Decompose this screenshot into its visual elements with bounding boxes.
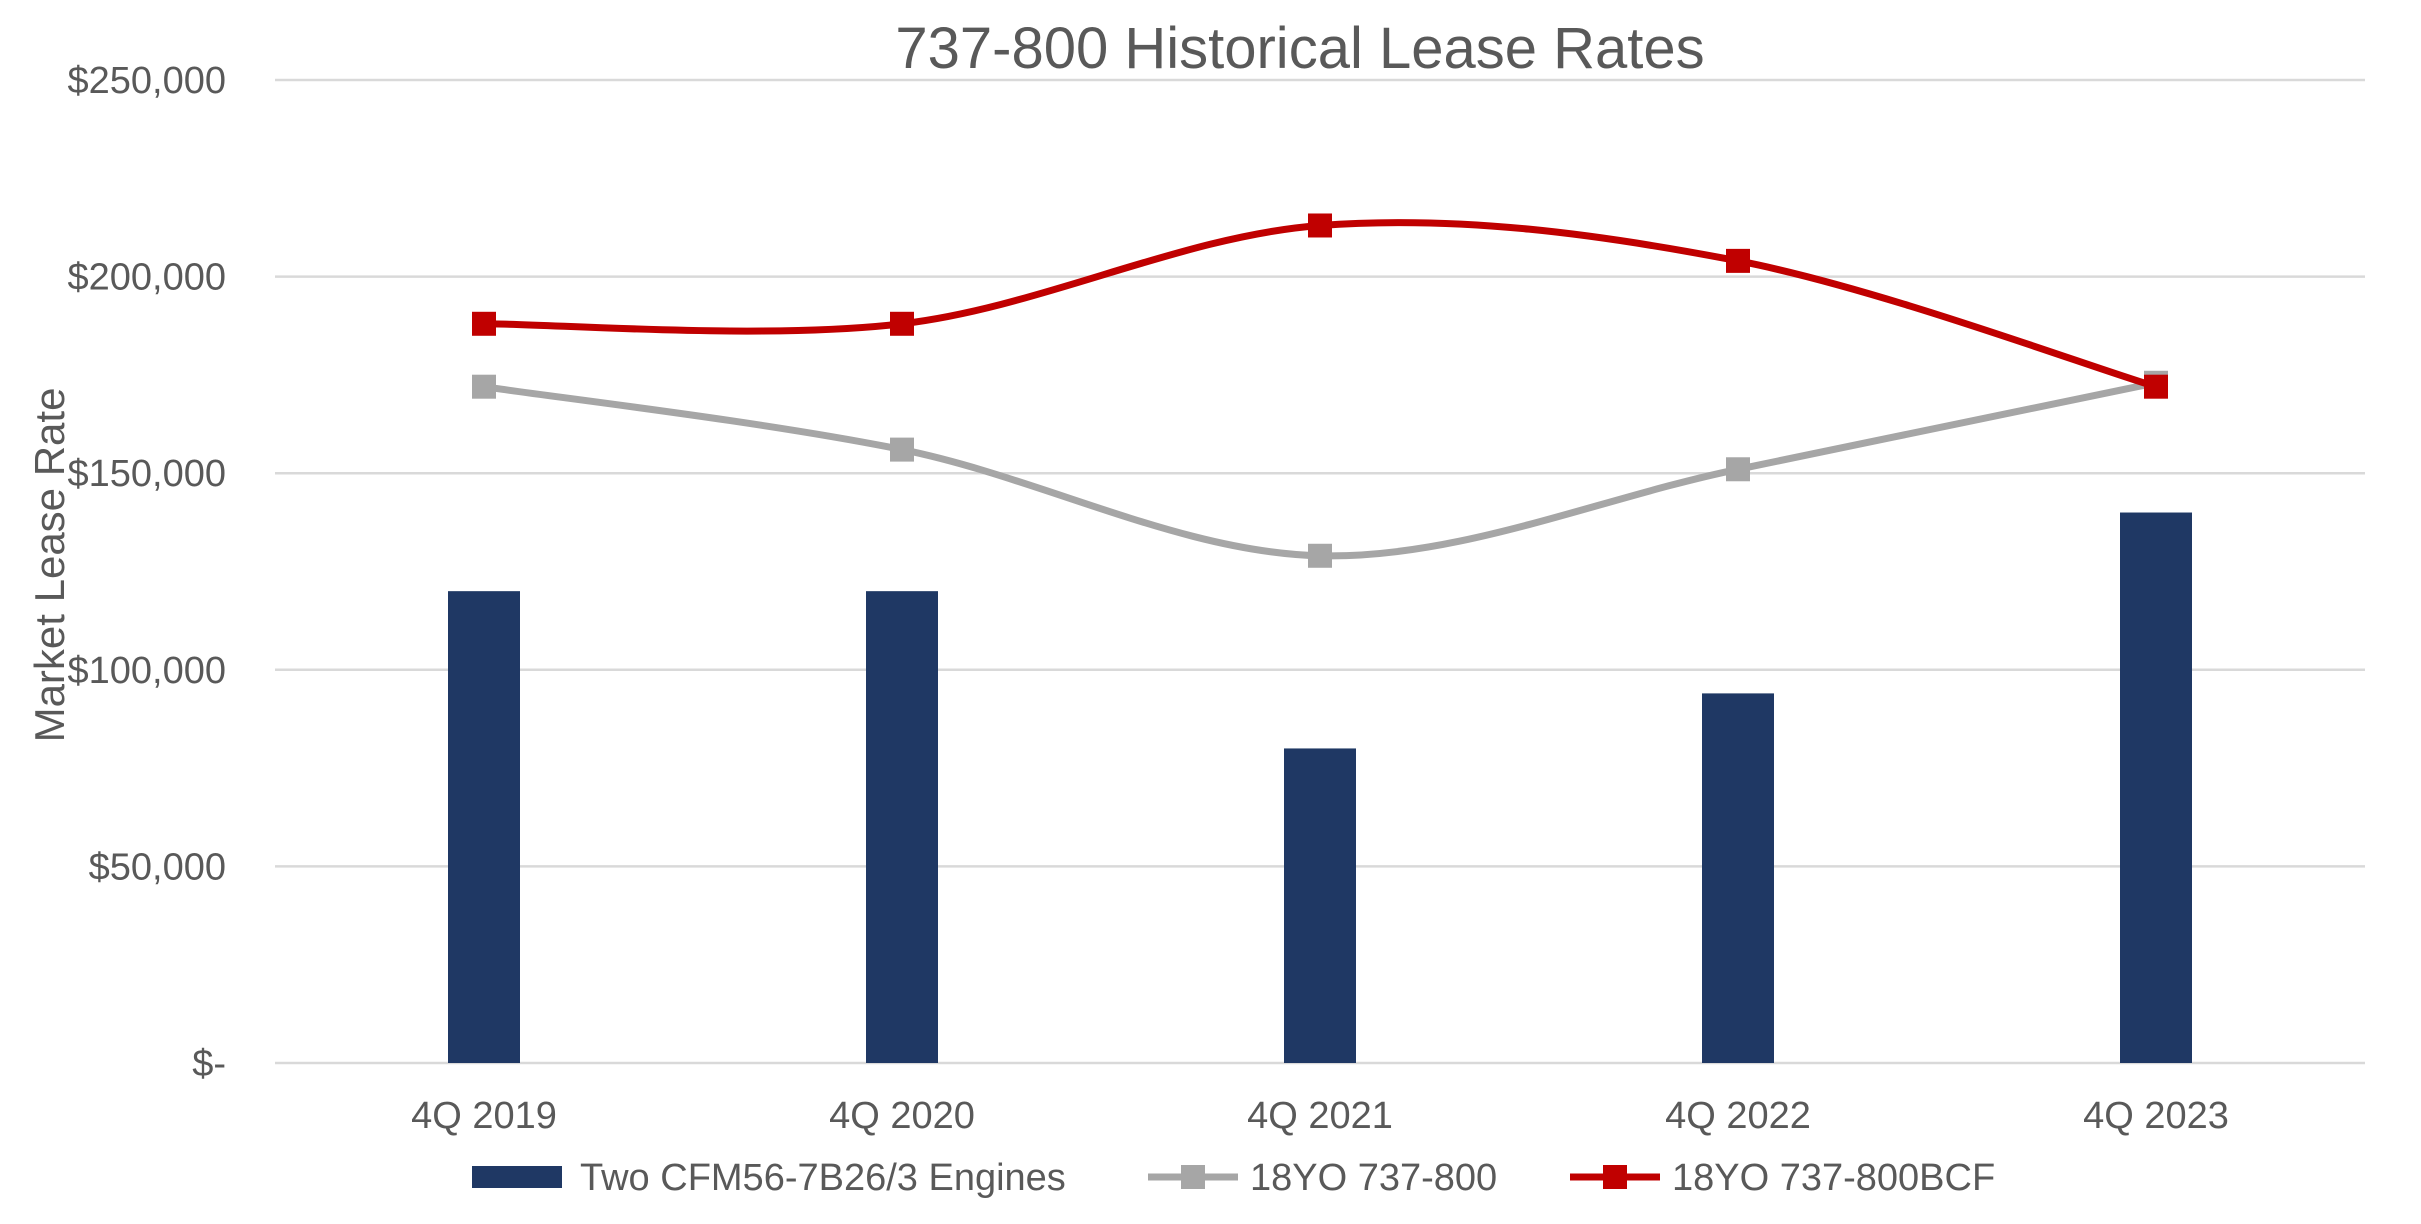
- legend-marker: [1603, 1165, 1627, 1189]
- chart-title: 737-800 Historical Lease Rates: [895, 16, 1704, 81]
- marker-18yo-737-800bcf-4q-2022: [1726, 248, 1750, 273]
- y-tick-label: $200,000: [68, 257, 227, 299]
- x-tick-label: 4Q 2020: [829, 1095, 975, 1137]
- bar-4q-2019: [448, 591, 520, 1063]
- legend-label: 18YO 737-800: [1250, 1157, 1497, 1199]
- bar-series: [448, 512, 2192, 1063]
- y-tick-label: $-: [192, 1043, 226, 1085]
- legend-label: 18YO 737-800BCF: [1672, 1157, 1995, 1199]
- legend-label: Two CFM56-7B26/3 Engines: [580, 1157, 1066, 1199]
- legend-marker: [1181, 1165, 1205, 1189]
- y-axis-ticks: $- $50,000 $100,000 $150,000 $200,000 $250,00…: [68, 60, 227, 1085]
- x-tick-label: 4Q 2023: [2083, 1095, 2229, 1137]
- bar-4q-2023: [2120, 512, 2192, 1063]
- marker-18yo-737-800bcf-4q-2020: [890, 311, 914, 336]
- marker-18yo-737-800-4q-2019: [472, 374, 496, 399]
- y-tick-label: $100,000: [68, 650, 227, 692]
- x-tick-label: 4Q 2021: [1247, 1095, 1393, 1137]
- marker-18yo-737-800bcf-4q-2023: [2144, 374, 2168, 399]
- legend-swatch: [472, 1166, 562, 1188]
- x-axis-ticks: 4Q 2019 4Q 2020 4Q 2021 4Q 2022 4Q 2023: [411, 1095, 2229, 1137]
- line-series: [472, 213, 2168, 568]
- legend-item-two-cfm56-7b26-3-engines: Two CFM56-7B26/3 Engines: [472, 1157, 1066, 1199]
- x-tick-label: 4Q 2019: [411, 1095, 557, 1137]
- y-axis-label: Market Lease Rate: [26, 388, 73, 743]
- line-18yo-737-800: [480, 379, 2160, 560]
- bar-4q-2022: [1702, 693, 1774, 1063]
- marker-18yo-737-800bcf-4q-2019: [472, 311, 496, 336]
- y-tick-label: $50,000: [89, 846, 226, 888]
- marker-18yo-737-800bcf-4q-2021: [1308, 213, 1332, 238]
- legend-item-18yo-737-800bcf: 18YO 737-800BCF: [1570, 1157, 1995, 1199]
- legend: Two CFM56-7B26/3 Engines 18YO 737-800 18YO…: [472, 1157, 1995, 1199]
- y-tick-label: $150,000: [68, 453, 227, 495]
- bar-4q-2020: [866, 591, 938, 1063]
- x-tick-label: 4Q 2022: [1665, 1095, 1811, 1137]
- marker-18yo-737-800-4q-2021: [1308, 543, 1332, 568]
- gridlines: [275, 78, 2365, 1065]
- marker-18yo-737-800-4q-2022: [1726, 457, 1750, 482]
- y-tick-label: $250,000: [68, 60, 227, 102]
- line-18yo-737-800bcf: [480, 219, 2160, 391]
- marker-18yo-737-800-4q-2020: [890, 437, 914, 462]
- bar-4q-2021: [1284, 748, 1356, 1063]
- legend-item-18yo-737-800: 18YO 737-800: [1148, 1157, 1497, 1199]
